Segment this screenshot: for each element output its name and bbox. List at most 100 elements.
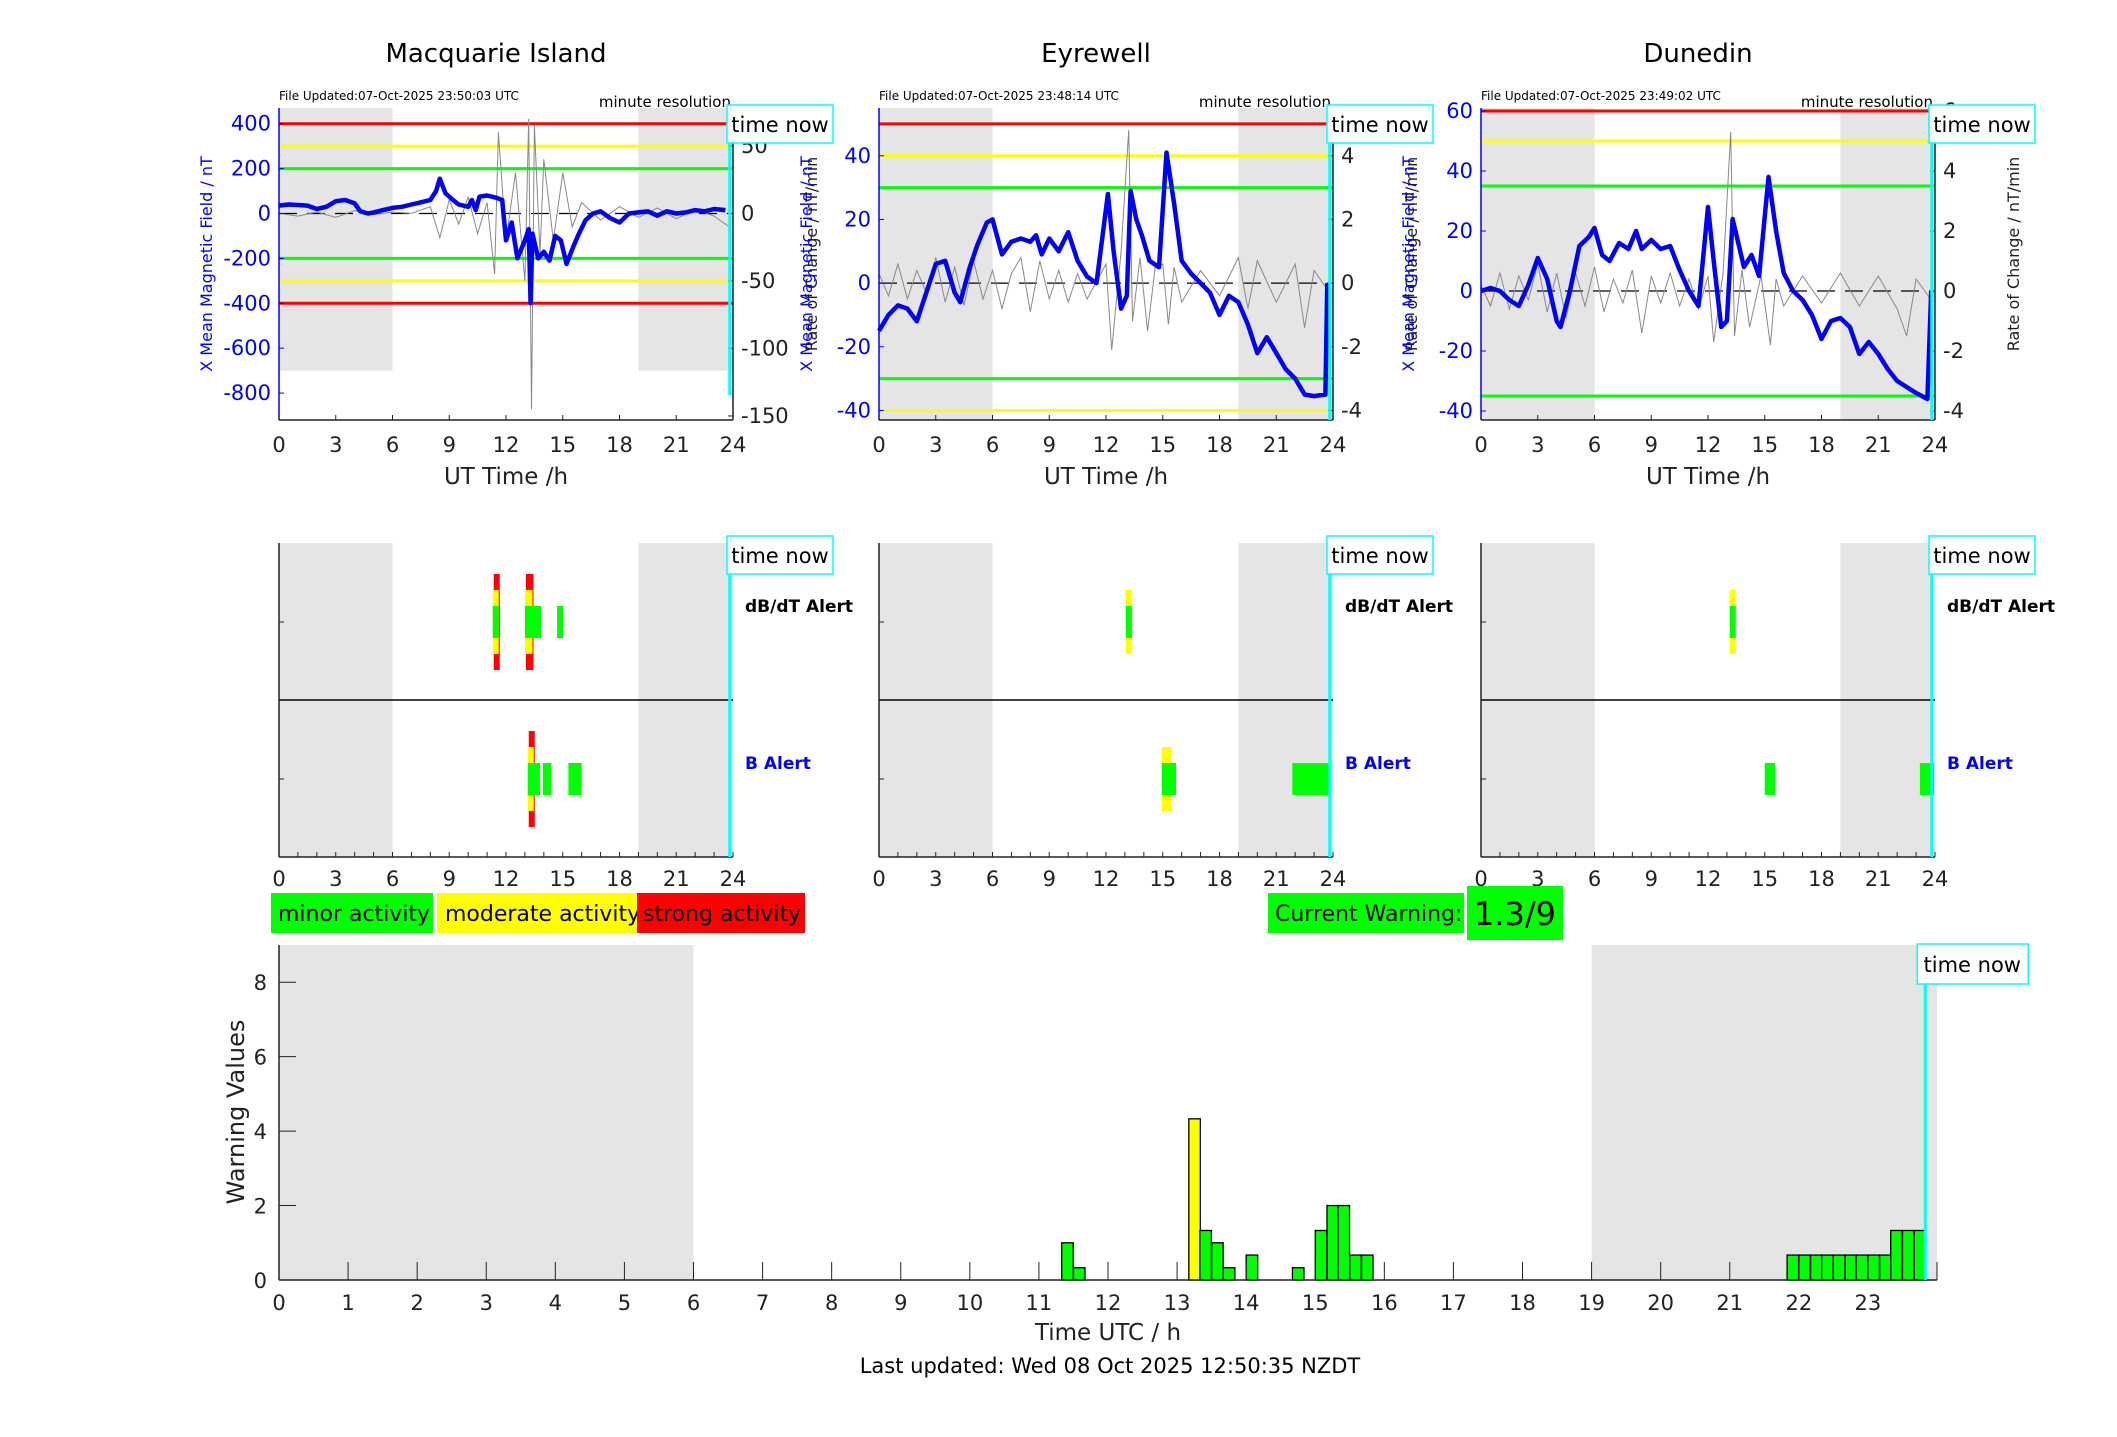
alert-row-label: B Alert [1947, 754, 2013, 774]
x-tick-label: 12 [493, 433, 520, 457]
time-now-box [1928, 104, 2036, 144]
x-tick-label: 21 [1263, 867, 1290, 891]
x-tick-label: 3 [329, 433, 342, 457]
x-tick-label: 21 [663, 433, 690, 457]
alert-mark-minor [1292, 763, 1331, 795]
legend-moderate-label: moderate activity [445, 902, 640, 927]
y-right-tick-label: 4 [1341, 144, 1354, 168]
current-warning-label: Current Warning: [1275, 902, 1462, 927]
warning-bar [1326, 1204, 1340, 1281]
warning-bar [1222, 1267, 1236, 1281]
alert-mark-minor [557, 606, 564, 638]
station-plot-macquarie-island: Macquarie Island File Updated:07-Oct-2025… [197, 39, 834, 490]
time-now-label: time now [1924, 953, 2021, 977]
x-tick-label: 0 [272, 867, 285, 891]
y-right-tick-label: -2 [1341, 335, 1362, 359]
x-tick-label: 23 [1855, 1291, 1882, 1315]
file-updated-label: File Updated:07-Oct-2025 23:49:02 UTC [1481, 89, 1721, 103]
resolution-label: minute resolution [1801, 93, 1933, 111]
warning-bar [1291, 1267, 1305, 1281]
y-left-tick-label: 0 [258, 201, 271, 225]
x-tick-label: 0 [272, 433, 285, 457]
legend-strong-label: strong activity [643, 902, 801, 927]
x-tick-label: 15 [1302, 1291, 1329, 1315]
x-tick-label: 3 [929, 433, 942, 457]
alert-panels: dB/dT Alert B Alert 0 3 6 9 12 15 18 21 24 time now… [272, 535, 2055, 891]
warning-bar [1199, 1229, 1213, 1281]
x-tick-label: 9 [443, 433, 456, 457]
x-tick-label: 24 [1320, 867, 1347, 891]
x-tick-label: 18 [1509, 1291, 1536, 1315]
warning-bar [1360, 1254, 1374, 1281]
y-left-tick-label: 0 [858, 271, 871, 295]
x-tick-label: 3 [1531, 433, 1544, 457]
y-left-tick-label: -20 [1439, 339, 1473, 363]
x-tick-label: 9 [443, 867, 456, 891]
x-tick-label: 6 [386, 433, 399, 457]
alert-mark-minor [542, 763, 552, 795]
alert-mark-minor [492, 606, 499, 638]
y-axis-label: Warning Values [222, 1020, 250, 1205]
warning-bar [1798, 1254, 1811, 1281]
time-now-box [726, 535, 834, 575]
x-tick-label: 21 [1263, 433, 1290, 457]
x-tick-label: 12 [493, 867, 520, 891]
y-left-axis-label: X Mean Magnetic Field / nT [797, 156, 816, 372]
last-updated: Last updated: Wed 08 Oct 2025 12:50:35 N… [860, 1354, 1361, 1378]
y-left-tick-label: 400 [231, 112, 271, 136]
x-tick-label: 18 [1206, 867, 1233, 891]
alert-row-label: B Alert [745, 754, 811, 774]
x-tick-label: 6 [687, 1291, 700, 1315]
y-right-tick-label: -50 [741, 269, 775, 293]
y-left-tick-label: 200 [231, 157, 271, 181]
warning-bar [1855, 1254, 1869, 1281]
time-now-label: time now [1331, 113, 1428, 137]
y-left-tick-label: 0 [1460, 279, 1473, 303]
x-tick-label: 9 [1645, 433, 1658, 457]
y-left-tick-label: 40 [1446, 159, 1473, 183]
x-tick-label: 21 [663, 867, 690, 891]
alert-panel-eyrewell: dB/dT Alert B Alert 0 3 6 9 12 15 18 21 24 time now [872, 535, 1453, 891]
warning-bar [1786, 1254, 1800, 1281]
x-tick-label: 6 [386, 867, 399, 891]
x-tick-label: 24 [720, 433, 747, 457]
x-tick-label: 15 [549, 433, 576, 457]
x-tick-label: 9 [1043, 867, 1056, 891]
alert-mark-minor [1125, 606, 1132, 638]
x-tick-label: 11 [1026, 1291, 1053, 1315]
time-now-box [1916, 943, 2030, 985]
magnetic-field-line [278, 176, 726, 306]
current-warning-value: 1.3/9 [1474, 895, 1556, 933]
x-axis-label: Time UTC / h [1034, 1320, 1181, 1346]
current-warning: Current Warning: 1.3/9 [1268, 886, 1563, 940]
warning-bar [1890, 1229, 1903, 1281]
y-left-tick-label: -40 [837, 398, 871, 422]
time-now-box [1326, 535, 1434, 575]
plot-title: Macquarie Island [385, 39, 606, 69]
x-tick-label: 9 [1043, 433, 1056, 457]
y-right-tick-label: -4 [1341, 398, 1362, 422]
y-right-tick-label: 0 [741, 201, 754, 225]
warning-bar [1061, 1242, 1074, 1281]
x-tick-label: 21 [1716, 1291, 1743, 1315]
station-plot-dunedin: Dunedin File Updated:07-Oct-2025 23:49:02… [1399, 39, 2036, 490]
y-left-tick-label: 60 [1446, 99, 1473, 123]
x-tick-label: 0 [872, 867, 885, 891]
time-now-box [726, 104, 834, 144]
x-tick-label: 12 [1695, 433, 1722, 457]
x-tick-label: 24 [720, 867, 747, 891]
x-tick-label: 12 [1095, 1291, 1122, 1315]
x-tick-label: 12 [1093, 433, 1120, 457]
rate-of-change-line [278, 118, 730, 410]
y-right-tick-label: 0 [1943, 279, 1956, 303]
x-tick-label: 18 [1808, 867, 1835, 891]
plot-title: Eyrewell [1041, 39, 1151, 69]
y-left-tick-label: -40 [1439, 399, 1473, 423]
alert-panel-dunedin: dB/dT Alert B Alert 0 3 6 9 12 15 18 21 24 time now [1474, 535, 2055, 891]
x-tick-label: 18 [606, 867, 633, 891]
x-tick-label: 14 [1233, 1291, 1260, 1315]
y-left-axis-label: X Mean Magnetic Field / nT [197, 156, 216, 372]
y-right-tick-label: 0 [1341, 271, 1354, 295]
x-tick-label: 9 [1645, 867, 1658, 891]
warning-bar [1337, 1204, 1351, 1281]
